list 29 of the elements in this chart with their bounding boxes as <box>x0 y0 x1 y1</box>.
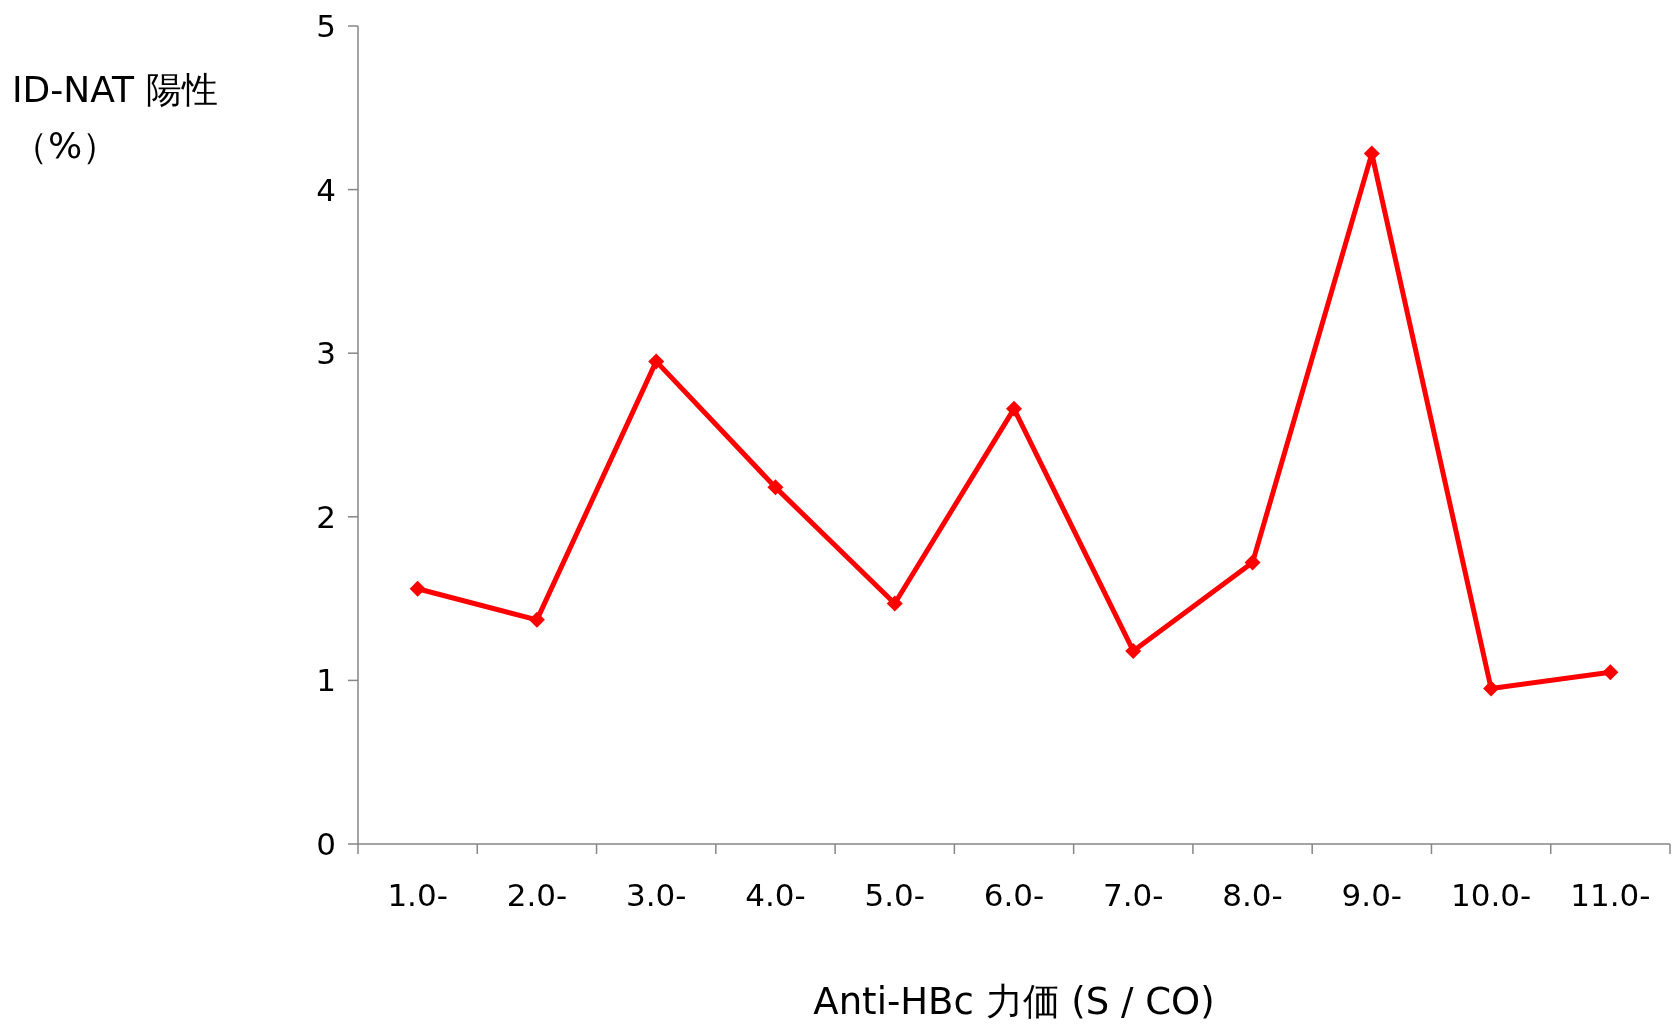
x-tick-label: 9.0- <box>1341 877 1403 913</box>
x-axis-title: Anti-HBc 力価 (S / CO) <box>813 980 1215 1023</box>
x-tick-label: 11.0- <box>1570 877 1651 913</box>
y-tick-label: 1 <box>316 662 336 699</box>
y-tick-label: 3 <box>316 335 336 372</box>
point <box>1006 400 1022 417</box>
x-tick-label: 7.0- <box>1103 877 1164 913</box>
y-tick-label: 2 <box>316 498 336 535</box>
y-tick-label: 4 <box>316 171 336 208</box>
x-tick-label: 1.0- <box>387 877 448 913</box>
y-tick-label: 0 <box>316 826 336 862</box>
x-tick-label: 10.0- <box>1450 877 1532 913</box>
x-tick-label: 8.0- <box>1222 877 1283 913</box>
y-axis-title: ID-NAT 陽性（%） <box>12 68 219 168</box>
x-tick-label: 4.0- <box>745 877 806 913</box>
point <box>767 479 784 496</box>
point <box>409 580 426 597</box>
x-tick-label: 5.0- <box>864 877 925 913</box>
point <box>1602 664 1619 681</box>
point <box>528 611 545 628</box>
point <box>1125 642 1142 659</box>
x-tick-label: 3.0- <box>625 877 687 913</box>
x-tick-label: 2.0- <box>506 877 568 913</box>
point <box>1483 680 1500 697</box>
point <box>648 353 665 370</box>
y-tick-label: 5 <box>316 8 336 44</box>
x-tick-label: 6.0- <box>983 877 1045 913</box>
point <box>886 595 903 612</box>
point <box>1244 554 1261 571</box>
